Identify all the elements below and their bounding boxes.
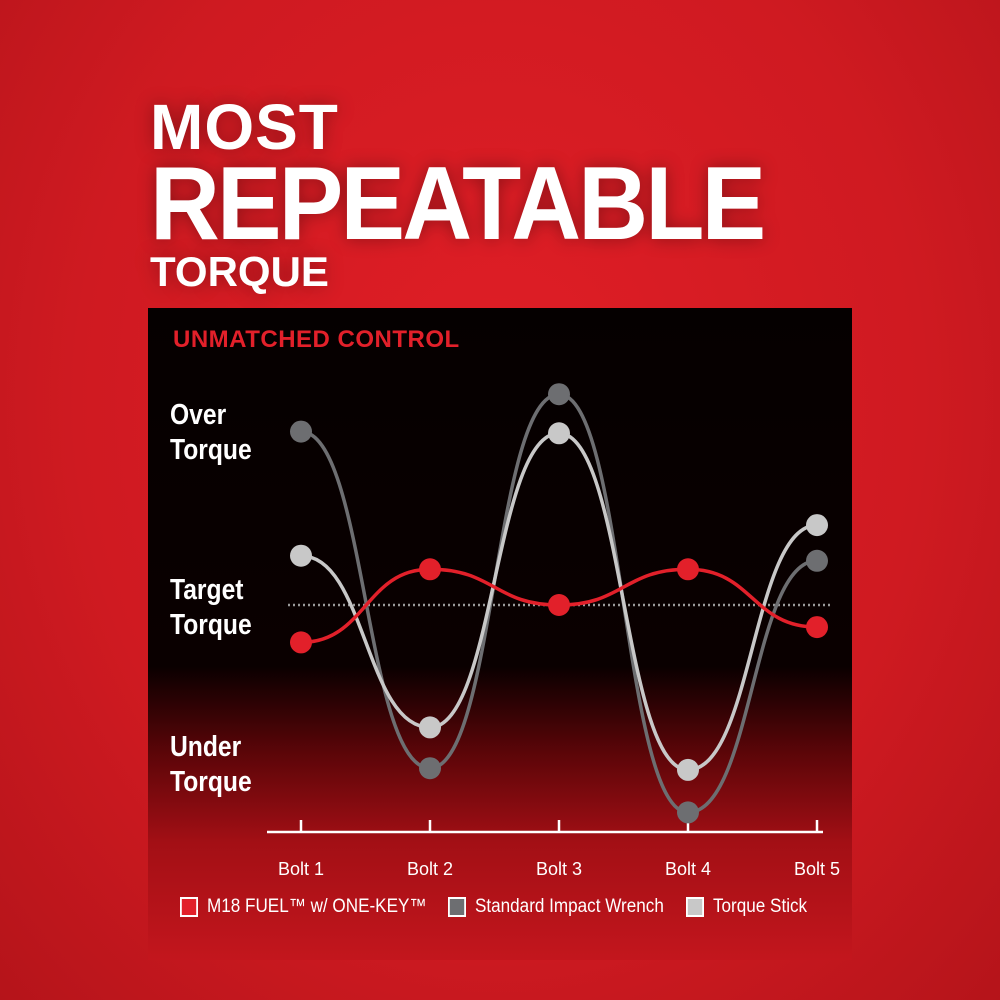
data-point <box>548 422 570 445</box>
legend-swatch-light-gray <box>686 897 704 917</box>
y-label-target: Target Torque <box>170 574 252 641</box>
x-tick-label: Bolt 5 <box>794 859 840 879</box>
legend-label: Standard Impact Wrench <box>475 896 664 917</box>
legend-item-torque-stick: Torque Stick <box>686 896 807 918</box>
data-point <box>290 631 312 654</box>
data-point <box>677 758 699 781</box>
data-point <box>419 558 441 581</box>
chart-panel <box>148 308 852 960</box>
legend-item-standard: Standard Impact Wrench <box>448 896 664 918</box>
data-point <box>677 801 699 824</box>
legend-item-m18: M18 FUEL™ w/ ONE-KEY™ <box>180 896 427 918</box>
data-point <box>548 594 570 616</box>
data-point <box>806 549 828 572</box>
data-point <box>290 420 312 443</box>
x-tick-label: Bolt 3 <box>536 859 582 879</box>
data-point <box>806 514 828 537</box>
data-point <box>290 544 312 567</box>
legend-swatch-red <box>180 897 198 917</box>
headline-torque: TORQUE <box>150 248 329 295</box>
legend-swatch-dark-gray <box>448 897 466 917</box>
x-tick-label: Bolt 1 <box>278 859 324 879</box>
x-tick-label: Bolt 2 <box>407 859 453 879</box>
data-point <box>419 716 441 739</box>
data-point <box>677 558 699 581</box>
data-point <box>419 757 441 780</box>
y-label-over: Over Torque <box>170 399 252 466</box>
data-point <box>806 616 828 639</box>
legend-label: Torque Stick <box>713 896 808 917</box>
legend-label: M18 FUEL™ w/ ONE-KEY™ <box>207 896 427 917</box>
headline-most: MOST <box>150 91 339 163</box>
x-tick-label: Bolt 4 <box>665 859 711 879</box>
headline-repeatable: REPEATABLE <box>150 146 766 262</box>
chart-title: UNMATCHED CONTROL <box>173 326 460 353</box>
data-point <box>548 383 570 406</box>
y-label-under: Under Torque <box>170 731 252 798</box>
